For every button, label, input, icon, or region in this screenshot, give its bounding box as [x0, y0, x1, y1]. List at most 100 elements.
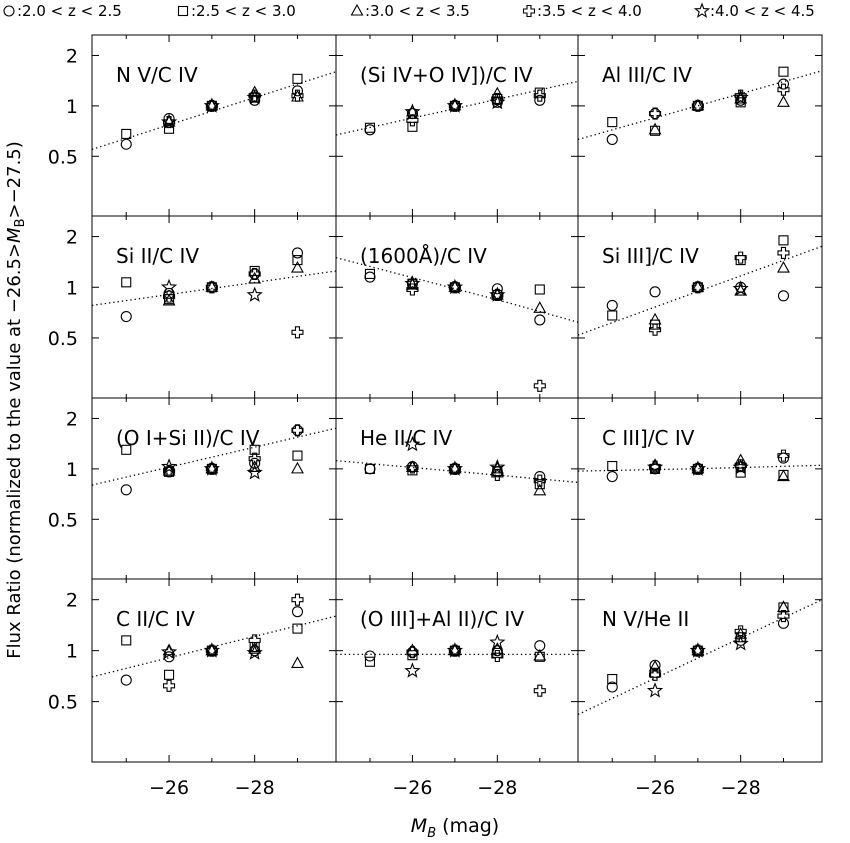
data-point-cross [691, 99, 704, 112]
data-point-circle [649, 107, 661, 120]
data-point-star [489, 93, 506, 110]
data-point-cross [291, 593, 304, 606]
data-point-star [489, 286, 506, 302]
data-point-circle [163, 651, 175, 663]
data-point-circle [777, 78, 790, 90]
data-point-triangle [405, 460, 419, 472]
panel-title: C III]/C IV [602, 426, 695, 450]
fit-line [577, 70, 823, 141]
data-point-triangle [162, 293, 176, 306]
data-point-star [489, 633, 506, 650]
data-point-circle [406, 107, 418, 120]
panel-title: Al III/C IV [602, 63, 692, 87]
panel-title: (1600Å)/C IV [360, 244, 487, 268]
data-point-triangle [533, 301, 547, 313]
data-point-circle [777, 617, 790, 629]
data-point-triangle [248, 642, 262, 654]
data-point-star [160, 278, 178, 295]
data-point-square [778, 235, 789, 246]
data-point-triangle [448, 98, 462, 111]
panel-title: C II/C IV [116, 607, 195, 631]
data-point-triangle [162, 463, 176, 476]
data-point-cross [491, 92, 504, 105]
data-point-circle [120, 484, 132, 496]
data-point-circle [120, 311, 132, 323]
data-point-star [446, 642, 463, 658]
data-point-triangle [205, 98, 219, 111]
data-point-square [249, 444, 260, 455]
y-tick-label: 0.5 [48, 509, 78, 531]
legend-item-circle: :2.0 < z < 2.5 [3, 2, 122, 20]
data-point-cross [491, 649, 504, 663]
data-point-square [607, 673, 618, 685]
data-point-triangle [533, 648, 547, 661]
data-point-square [407, 121, 418, 132]
panel-7: 0.5 1 2 (O I+Si II)/C IV [48, 397, 337, 580]
x-axis-label: MB (mag) [411, 815, 499, 841]
data-point-cross [649, 323, 662, 336]
panel-title: N V/He II [602, 607, 689, 631]
data-point-cross [406, 114, 419, 127]
data-point-star [203, 97, 220, 113]
data-point-cross [533, 474, 546, 487]
data-point-cross [163, 679, 176, 692]
data-point-star [689, 460, 706, 476]
data-point-triangle [448, 280, 462, 292]
data-point-triangle [448, 461, 462, 474]
x-tick-label: −26 [149, 777, 189, 799]
data-point-triangle [291, 461, 304, 474]
data-point-circle [364, 463, 376, 475]
data-point-triangle [777, 600, 790, 612]
x-tick-label: −26 [392, 777, 432, 799]
data-point-cross [291, 89, 304, 102]
data-point-circle [534, 314, 546, 326]
data-point-cross [734, 625, 747, 638]
data-point-triangle [490, 287, 504, 300]
data-point-cross [248, 634, 261, 647]
data-point-square [735, 97, 746, 108]
panel-10: 0.5 1 2 −26 −28 C II/C IV [48, 578, 337, 799]
legend-label: :2.0 < z < 2.5 [17, 2, 122, 20]
data-point-circle [649, 286, 661, 298]
data-point-circle [606, 470, 618, 483]
data-point-triangle [648, 659, 662, 672]
x-tick-label: −26 [635, 777, 675, 799]
legend-label: :3.0 < z < 3.5 [365, 2, 470, 20]
legend-item-star: :4.0 < z < 4.5 [693, 2, 815, 20]
y-tick-label: 1 [66, 459, 78, 481]
panel-title: (O III]+Al II)/C IV [360, 607, 524, 631]
fit-line [91, 270, 337, 307]
data-point-circle [120, 138, 132, 150]
data-point-square [292, 73, 303, 84]
panel-11: −26 −28 (O III]+Al II)/C IV [335, 578, 579, 799]
legend-label: :3.5 < z < 4.0 [537, 2, 642, 20]
y-tick-label: 0.5 [48, 146, 78, 168]
legend-label: :2.5 < z < 3.0 [191, 2, 296, 20]
data-point-star [732, 89, 749, 105]
data-point-cross [248, 452, 261, 465]
data-point-cross [406, 646, 419, 659]
data-point-cross [777, 449, 790, 462]
data-point-star [246, 89, 263, 105]
data-point-square [249, 265, 260, 277]
y-tick-label: 1 [66, 277, 78, 299]
data-point-star [732, 280, 749, 296]
data-point-circle [364, 271, 376, 283]
data-point-triangle [777, 95, 790, 107]
data-point-triangle [777, 469, 790, 482]
panel-5: (1600Å)/C IV [335, 215, 579, 399]
panel-title: Si III]/C IV [602, 244, 699, 268]
data-point-cross [734, 89, 747, 102]
data-point-square [650, 125, 661, 136]
data-point-square [607, 310, 618, 321]
data-point-star [446, 460, 463, 476]
data-point-square [607, 460, 618, 472]
data-point-circle [777, 290, 790, 302]
data-point-star [160, 458, 178, 474]
x-tick-label: −28 [721, 777, 761, 799]
data-point-square [364, 122, 376, 133]
data-point-square [534, 284, 545, 295]
data-point-cross [248, 89, 261, 102]
data-point-triangle [448, 643, 462, 656]
